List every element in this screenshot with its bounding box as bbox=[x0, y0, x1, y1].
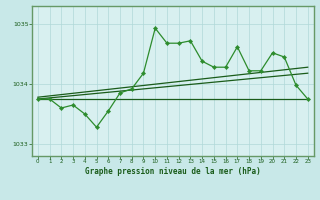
X-axis label: Graphe pression niveau de la mer (hPa): Graphe pression niveau de la mer (hPa) bbox=[85, 167, 261, 176]
